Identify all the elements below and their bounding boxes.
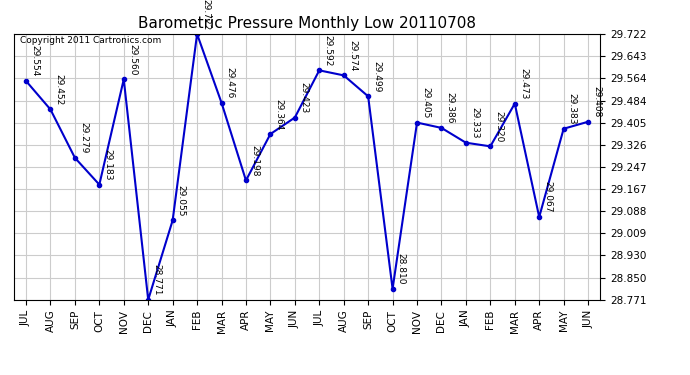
Text: 29.574: 29.574	[348, 40, 357, 71]
Text: 29.408: 29.408	[592, 86, 601, 118]
Text: 29.405: 29.405	[421, 87, 430, 118]
Text: 29.423: 29.423	[299, 82, 308, 113]
Title: Barometric Pressure Monthly Low 20110708: Barometric Pressure Monthly Low 20110708	[138, 16, 476, 31]
Text: 29.722: 29.722	[201, 0, 210, 30]
Text: 29.560: 29.560	[128, 44, 137, 75]
Text: 29.473: 29.473	[519, 68, 528, 99]
Text: Copyright 2011 Cartronics.com: Copyright 2011 Cartronics.com	[19, 36, 161, 45]
Text: 29.476: 29.476	[226, 67, 235, 99]
Text: 29.333: 29.333	[470, 107, 479, 138]
Text: 29.386: 29.386	[446, 92, 455, 124]
Text: 29.554: 29.554	[30, 45, 39, 77]
Text: 29.320: 29.320	[495, 111, 504, 142]
Text: 28.810: 28.810	[397, 253, 406, 285]
Text: 29.452: 29.452	[55, 74, 63, 105]
Text: 29.067: 29.067	[543, 182, 553, 213]
Text: 29.592: 29.592	[324, 35, 333, 66]
Text: 29.183: 29.183	[104, 149, 112, 180]
Text: 28.771: 28.771	[152, 264, 161, 296]
Text: 29.383: 29.383	[568, 93, 577, 124]
Text: 29.364: 29.364	[275, 99, 284, 130]
Text: 29.499: 29.499	[373, 61, 382, 92]
Text: 29.198: 29.198	[250, 145, 259, 176]
Text: 29.279: 29.279	[79, 122, 88, 154]
Text: 29.055: 29.055	[177, 185, 186, 216]
